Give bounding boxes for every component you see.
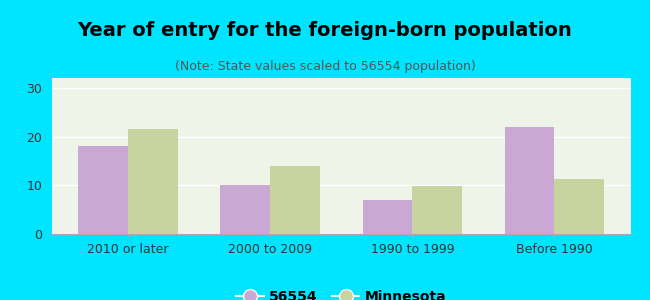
Text: (Note: State values scaled to 56554 population): (Note: State values scaled to 56554 popu… — [175, 60, 475, 73]
Bar — [128, 129, 178, 234]
Bar — [220, 185, 270, 234]
Bar — [504, 127, 554, 234]
Text: Year of entry for the foreign-born population: Year of entry for the foreign-born popul… — [77, 21, 573, 40]
Bar — [270, 166, 320, 234]
Bar — [554, 179, 604, 234]
Bar — [363, 200, 412, 234]
Bar — [412, 186, 462, 234]
Legend: 56554, Minnesota: 56554, Minnesota — [230, 285, 452, 300]
Bar — [78, 146, 128, 234]
